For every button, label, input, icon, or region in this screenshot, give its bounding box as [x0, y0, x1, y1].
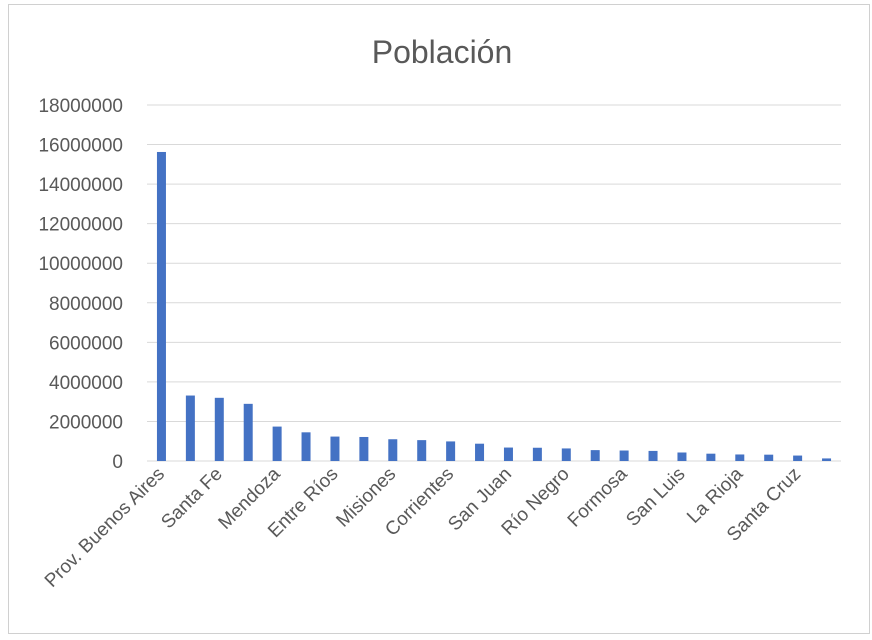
y-tick-label: 6000000: [49, 333, 123, 354]
gridlines: [147, 104, 841, 462]
bar: [532, 447, 542, 461]
x-tick-label: Formosa: [564, 463, 632, 531]
y-tick-label: 18000000: [38, 96, 123, 117]
bar: [185, 395, 195, 461]
bar: [677, 452, 687, 461]
y-tick-label: 14000000: [38, 175, 123, 196]
bar: [706, 453, 716, 461]
x-tick-label: San Luis: [622, 464, 689, 531]
y-axis-tick-labels: 0 2000000 4000000 6000000 8000000 10000000 120…: [38, 96, 123, 473]
chart-title: Población: [372, 34, 513, 70]
bar: [561, 448, 571, 461]
bar: [156, 151, 166, 461]
bar: [330, 436, 340, 461]
bar: [446, 441, 456, 461]
bar: [417, 440, 427, 461]
bar: [822, 458, 832, 461]
bar: [301, 432, 311, 461]
chart-frame: Población 0 2000000 4000000 6000000 8000000 1…: [8, 4, 870, 634]
bar: [648, 450, 658, 461]
bar: [475, 443, 485, 461]
x-tick-label: Santa Fe: [157, 464, 226, 533]
bar: [272, 426, 282, 461]
bar: [793, 455, 803, 461]
bars: [156, 151, 832, 461]
y-tick-label: 10000000: [38, 254, 123, 275]
bar: [735, 454, 745, 461]
y-tick-label: 12000000: [38, 215, 123, 236]
x-tick-label: Prov. Buenos Aires: [41, 464, 169, 592]
bar: [388, 439, 398, 461]
bar: [503, 447, 513, 461]
y-tick-label: 8000000: [49, 294, 123, 315]
y-tick-label: 4000000: [49, 373, 123, 394]
bar: [243, 403, 253, 461]
bar: [214, 397, 224, 461]
bar: [764, 454, 774, 461]
bar: [590, 450, 600, 461]
y-tick-label: 0: [112, 452, 123, 473]
population-bar-chart: Población 0 2000000 4000000 6000000 8000000 1…: [38, 34, 841, 592]
y-tick-label: 2000000: [49, 412, 123, 433]
bar: [359, 436, 369, 461]
y-tick-label: 16000000: [38, 136, 123, 157]
bar: [619, 450, 629, 461]
